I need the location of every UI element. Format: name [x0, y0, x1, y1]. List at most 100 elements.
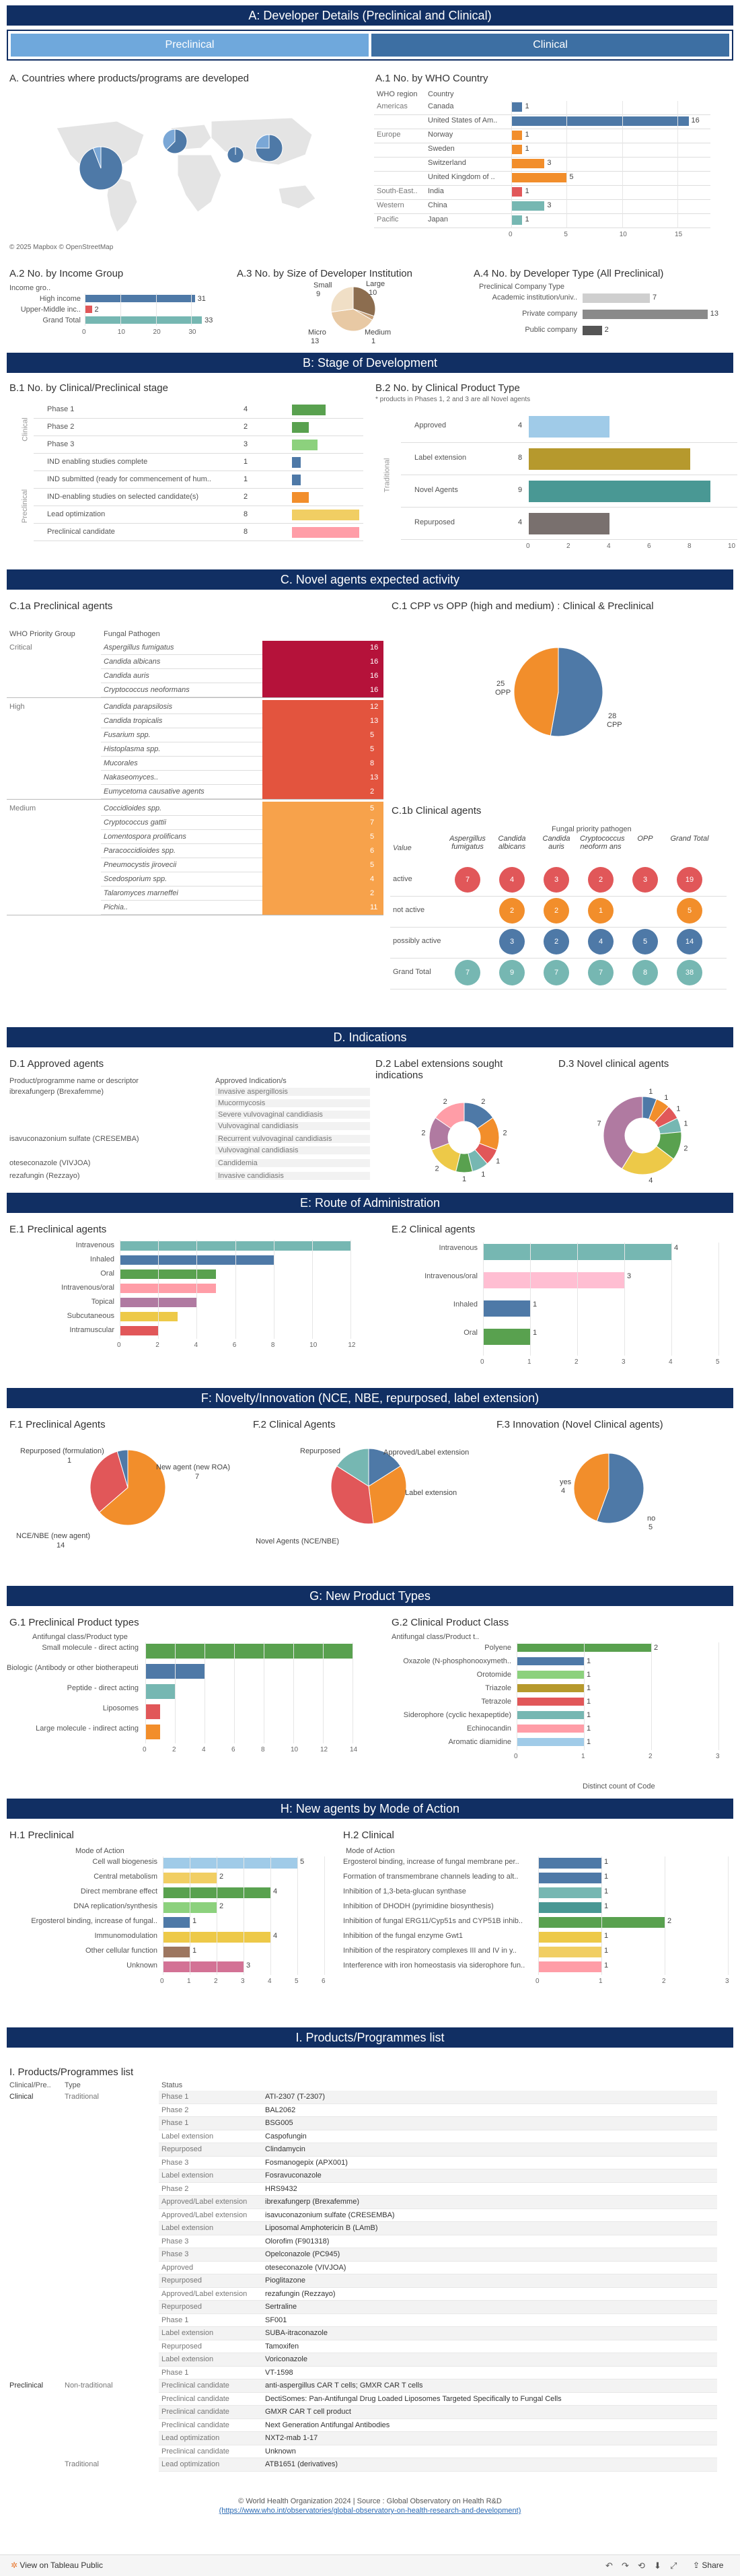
pie-slice[interactable] — [336, 1448, 369, 1487]
c1b-circle[interactable]: 2 — [544, 929, 569, 954]
tab-preclinical[interactable]: Preclinical — [11, 34, 369, 57]
pie-slice[interactable] — [98, 1449, 166, 1526]
pie-slice[interactable] — [89, 1451, 128, 1513]
fullscreen-icon[interactable]: ⤢ — [670, 2561, 677, 2571]
i-name[interactable]: NXT2-mab 1-17 — [265, 2434, 318, 2442]
c1b-circle[interactable]: 1 — [588, 898, 614, 924]
i-name[interactable]: Unknown — [265, 2447, 296, 2456]
c1b-circle[interactable]: 5 — [632, 929, 658, 954]
bar[interactable] — [483, 1300, 530, 1317]
bar[interactable] — [511, 102, 523, 112]
bar[interactable] — [583, 310, 708, 319]
bar[interactable] — [583, 326, 602, 335]
i-name[interactable]: Voriconazole — [265, 2355, 307, 2363]
c1a-heat-cell[interactable] — [262, 830, 383, 844]
c1b-circle[interactable]: 2 — [544, 898, 569, 924]
c1a-heat-cell[interactable] — [262, 901, 383, 915]
i-name[interactable]: oteseconazole (VIVJOA) — [265, 2263, 346, 2272]
bar[interactable] — [511, 187, 523, 197]
i-name[interactable]: isavuconazonium sulfate (CRESEMBA) — [265, 2211, 395, 2219]
bar[interactable] — [517, 1671, 584, 1679]
bar[interactable] — [538, 1961, 601, 1972]
c1a-heat-cell[interactable] — [262, 886, 383, 901]
bar[interactable] — [85, 306, 92, 313]
b1-bar[interactable] — [292, 510, 359, 520]
map-bubble[interactable] — [162, 129, 176, 151]
c1a-heat-cell[interactable] — [262, 728, 383, 742]
f3-pie[interactable] — [572, 1451, 646, 1525]
map-bubble[interactable] — [165, 129, 188, 154]
bar[interactable] — [163, 1961, 244, 1972]
map-bubble[interactable] — [255, 134, 270, 149]
map-bubble[interactable] — [92, 146, 102, 169]
bar[interactable] — [538, 1902, 601, 1913]
i-name[interactable]: rezafungin (Rezzayo) — [265, 2289, 336, 2298]
i-name[interactable]: BAL2062 — [265, 2105, 296, 2114]
c1b-circle[interactable]: 14 — [677, 929, 702, 954]
f1-pie[interactable] — [87, 1447, 168, 1528]
c1a-heat-cell[interactable] — [262, 757, 383, 771]
c1a-heat-cell[interactable] — [262, 683, 383, 697]
i-name[interactable]: anti-aspergillus CAR T cells; GMXR CAR T… — [265, 2381, 423, 2390]
c1a-heat-cell[interactable] — [262, 742, 383, 757]
view-on-tableau-link[interactable]: ✲ View on Tableau Public — [11, 2561, 103, 2570]
c1b-circle[interactable]: 5 — [677, 898, 702, 924]
b2-bar[interactable] — [529, 481, 710, 502]
c1a-heat-cell[interactable] — [262, 771, 383, 785]
revert-icon[interactable]: ⟲ — [638, 2561, 645, 2571]
map-bubble[interactable] — [255, 134, 283, 162]
bar[interactable] — [583, 293, 650, 303]
bar[interactable] — [85, 316, 202, 324]
bar[interactable] — [538, 1887, 601, 1898]
c1-pie[interactable] — [511, 645, 605, 739]
share-button[interactable]: ⇪ Share — [693, 2561, 723, 2570]
c1b-circle[interactable]: 8 — [632, 960, 658, 985]
i-name[interactable]: ATI-2307 (T-2307) — [265, 2093, 326, 2101]
bar[interactable] — [517, 1684, 584, 1692]
bar[interactable] — [517, 1711, 584, 1719]
bar[interactable] — [120, 1284, 217, 1293]
c1a-heat-cell[interactable] — [262, 816, 383, 830]
b1-bar[interactable] — [292, 457, 301, 468]
undo-icon[interactable]: ↶ — [605, 2561, 613, 2571]
c1a-heat-cell[interactable] — [262, 641, 383, 655]
pie-slice[interactable] — [330, 1465, 374, 1525]
d2-donut[interactable]: 2 2 1 1 1 2 2 2 — [417, 1090, 511, 1185]
download-icon[interactable]: ⬇ — [654, 2561, 661, 2571]
i-name[interactable]: SUBA-itraconazole — [265, 2329, 328, 2337]
b1-bar[interactable] — [292, 422, 309, 433]
bar[interactable] — [120, 1269, 217, 1279]
bar[interactable] — [511, 215, 523, 225]
i-name[interactable]: Olorofim (F901318) — [265, 2237, 330, 2246]
a3-pie[interactable] — [330, 285, 377, 333]
bar[interactable] — [120, 1326, 159, 1335]
i-name[interactable]: ATB1651 (derivatives) — [265, 2460, 338, 2468]
map-markers[interactable] — [40, 121, 309, 202]
f2-pie[interactable] — [328, 1446, 409, 1527]
pie-slice[interactable] — [368, 1448, 401, 1487]
c1b-circle[interactable]: 38 — [677, 960, 702, 985]
pie-slice[interactable] — [603, 1096, 643, 1170]
c1a-heat-cell[interactable] — [262, 700, 383, 714]
i-name[interactable]: Fosmanogepix (APX001) — [265, 2158, 348, 2167]
c1b-circle[interactable]: 9 — [499, 960, 525, 985]
bar[interactable] — [483, 1272, 624, 1288]
i-name[interactable]: DectiSomes: Pan-Antifungal Drug Loaded L… — [265, 2394, 562, 2403]
c1b-circle[interactable]: 19 — [677, 867, 702, 893]
i-name[interactable]: Fosravuconazole — [265, 2171, 322, 2180]
pie-slice[interactable] — [330, 286, 354, 313]
bar[interactable] — [538, 1873, 601, 1883]
c1a-heat-cell[interactable] — [262, 785, 383, 799]
i-name[interactable]: Opelconazole (PC945) — [265, 2250, 340, 2258]
c1b-circle[interactable]: 7 — [455, 960, 480, 985]
b1-bar[interactable] — [292, 405, 326, 415]
b1-bar[interactable] — [292, 475, 301, 485]
b1-bar[interactable] — [292, 492, 309, 503]
pie-slice[interactable] — [353, 286, 376, 317]
bar[interactable] — [511, 201, 545, 211]
bar[interactable] — [145, 1644, 353, 1659]
c1b-circle[interactable]: 7 — [544, 960, 569, 985]
bar[interactable] — [511, 173, 567, 182]
i-name[interactable]: Tamoxifen — [265, 2342, 299, 2351]
bar[interactable] — [145, 1684, 175, 1699]
